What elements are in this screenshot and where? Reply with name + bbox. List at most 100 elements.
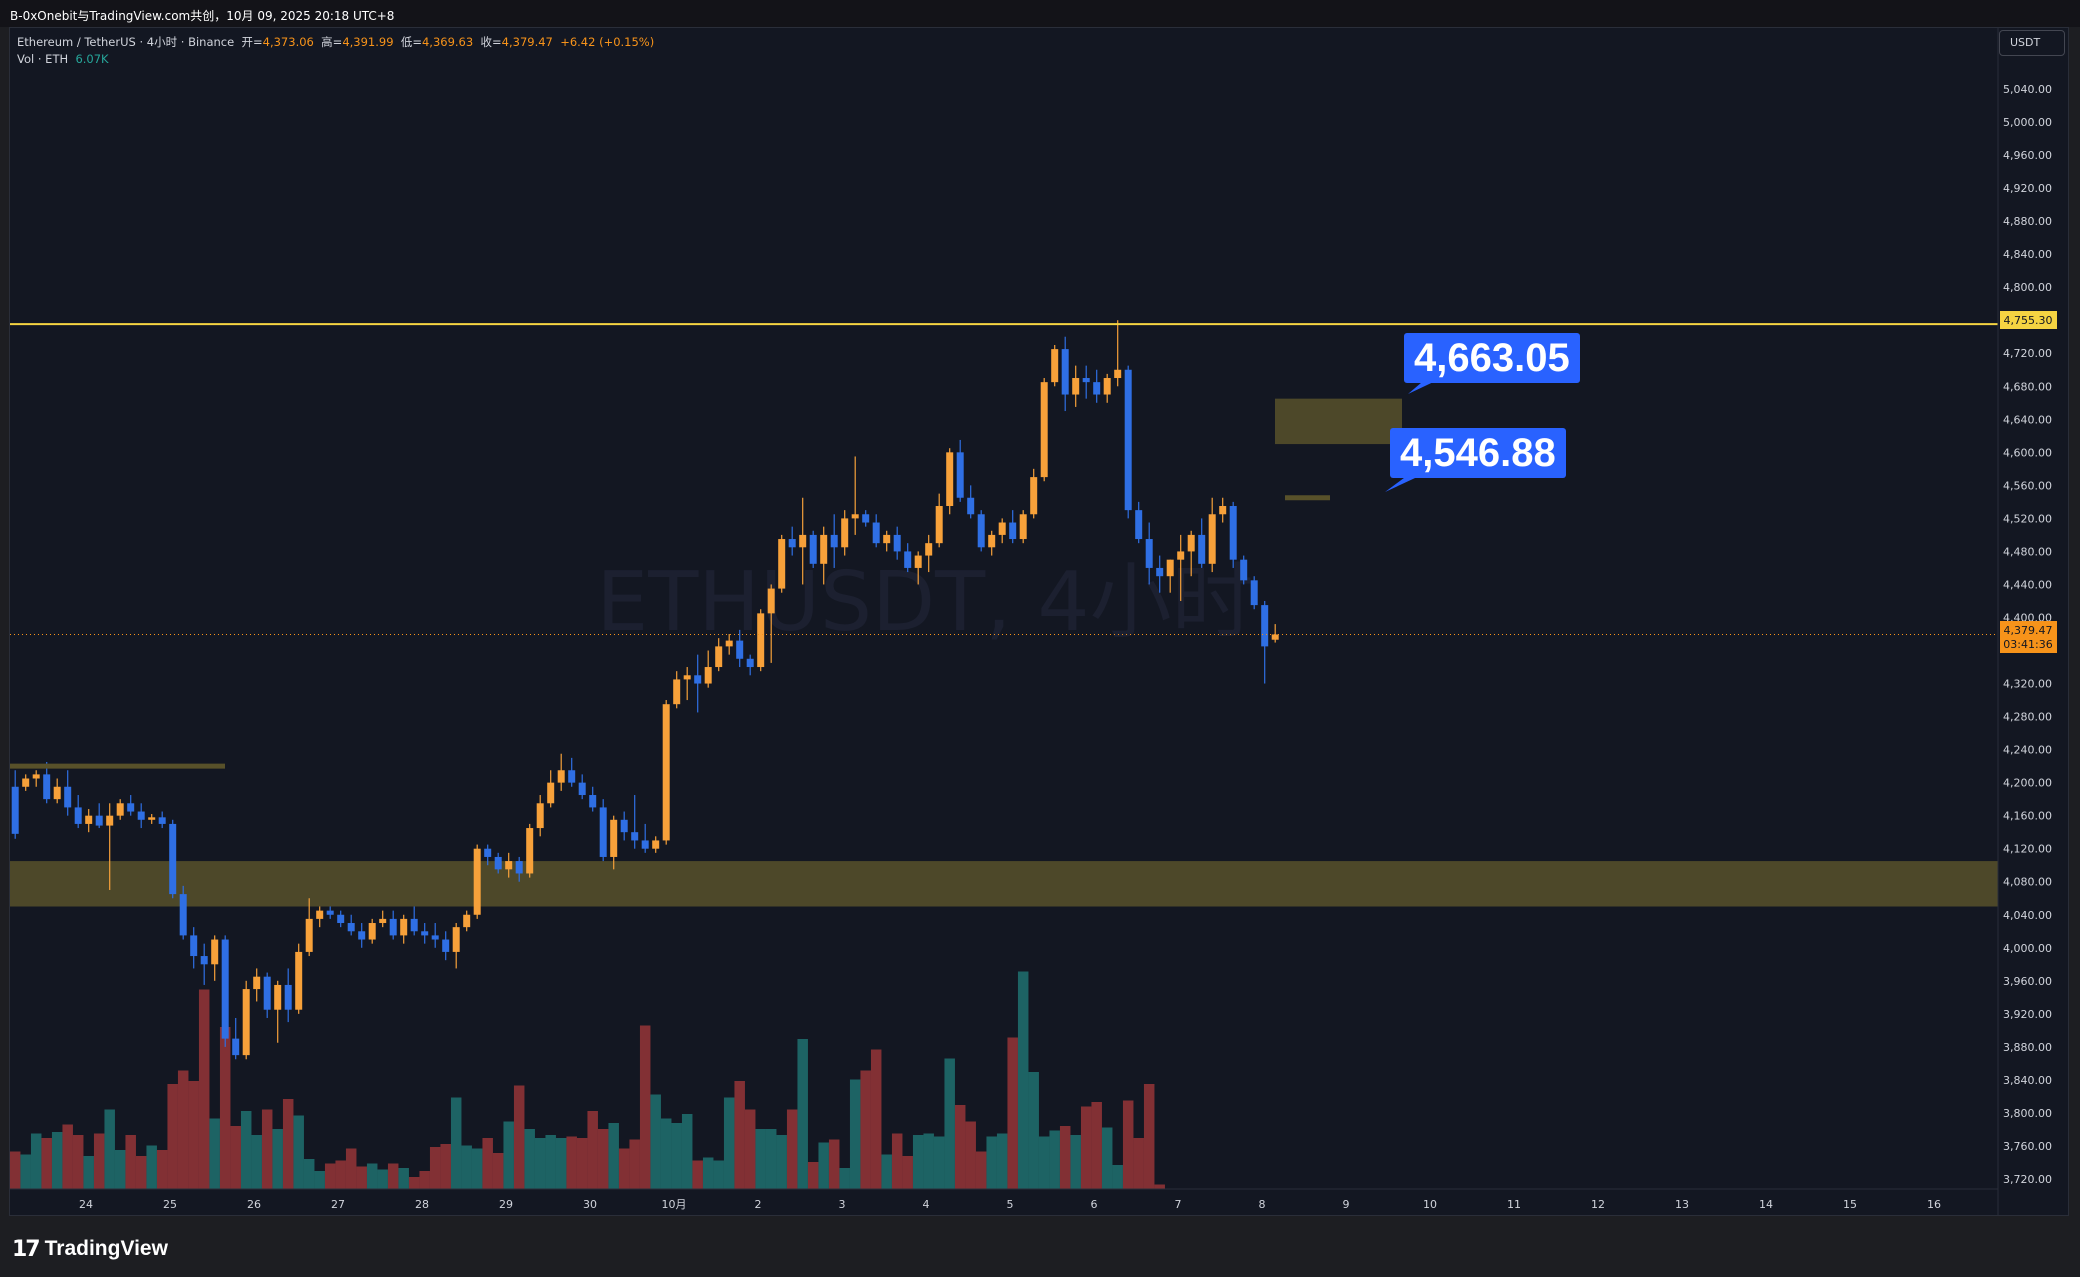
brand-name: TradingView [44, 1237, 168, 1260]
candle [305, 898, 313, 957]
candle [116, 799, 124, 820]
countdown-text: 03:41:36 [2003, 638, 2052, 651]
candle-body [211, 939, 219, 965]
current-price-text: 4,379.47 [2004, 624, 2053, 637]
volume-bar [261, 1109, 273, 1189]
volume-bar [198, 989, 210, 1189]
candle [610, 815, 618, 870]
candle-body [935, 506, 943, 544]
candle-body [22, 778, 30, 787]
candle-body [1229, 506, 1237, 560]
candle [1187, 530, 1195, 577]
price-tick-label: 3,920.00 [2003, 1008, 2052, 1021]
volume-bar [1059, 1126, 1071, 1189]
candle-body [1166, 559, 1174, 577]
price-tick-label: 4,120.00 [2003, 843, 2052, 856]
candle-body [778, 539, 786, 589]
candle [694, 654, 702, 713]
candle-body [463, 914, 471, 928]
candle [1229, 501, 1237, 568]
volume-bar [1154, 1184, 1165, 1189]
candle-body [1051, 349, 1059, 383]
candle [1072, 365, 1080, 407]
volume-bar [1101, 1127, 1113, 1189]
time-tick-label: 16 [1927, 1198, 1941, 1211]
price-tick-label: 5,000.00 [2003, 116, 2052, 129]
candle-body [11, 786, 19, 834]
candle-body [1208, 514, 1216, 564]
chart-frame[interactable] [9, 27, 2069, 1216]
volume-bar [797, 1039, 808, 1189]
candle [568, 757, 576, 787]
candle-body [148, 817, 156, 820]
candle-body [473, 848, 481, 915]
volume-bar [209, 1118, 220, 1189]
candle-body [410, 918, 418, 932]
candle [11, 770, 19, 839]
price-callout-2[interactable]: 4,546.88 [1390, 428, 1566, 478]
price-tick-label: 4,240.00 [2003, 744, 2052, 757]
price-tick-label: 4,040.00 [2003, 909, 2052, 922]
candle [872, 514, 880, 548]
candle [1156, 555, 1164, 593]
candle-body [830, 534, 838, 548]
time-tick-label: 27 [331, 1198, 345, 1211]
candle-body [263, 976, 271, 1010]
candle-body [43, 774, 51, 800]
volume-bar [345, 1148, 357, 1189]
candle [925, 534, 933, 573]
volume-bar [314, 1171, 325, 1189]
candle [998, 518, 1006, 544]
volume-bar [513, 1085, 525, 1189]
price-axis[interactable]: 5,040.00 5,000.00 4,960.00 4,920.00 4,880.00… [2003, 83, 2052, 1186]
volume-bar [996, 1133, 1008, 1189]
volume-bar [1038, 1136, 1050, 1189]
candle-body [326, 910, 334, 915]
candle [977, 510, 985, 552]
chart-legend: Ethereum / TetherUS · 4小时 · Binance 开=4,… [17, 34, 654, 68]
volume-bar [41, 1138, 52, 1189]
candle-body [1030, 477, 1038, 515]
candle-body [53, 786, 61, 800]
volume-bar [219, 1027, 231, 1189]
top-bar: B-0xOnebit与TradingView.com共创，10月 09, 202… [0, 0, 2080, 27]
time-tick-label: 10 [1423, 1198, 1437, 1211]
candle [22, 774, 30, 791]
time-tick-label: 13 [1675, 1198, 1689, 1211]
supply-demand-zones [10, 398, 1998, 907]
candle [830, 514, 838, 568]
candle [242, 980, 250, 1060]
candle-body [1261, 605, 1269, 647]
candle-body [610, 819, 618, 857]
candle-body [946, 452, 954, 507]
candle [935, 493, 943, 548]
candle-body [1072, 378, 1080, 395]
candle [295, 943, 303, 1014]
volume-bar [293, 1115, 304, 1189]
candle-body [872, 522, 880, 544]
currency-button[interactable]: USDT [1999, 30, 2065, 56]
candle-body [568, 770, 576, 783]
volume-bar [818, 1142, 829, 1189]
time-tick-label: 10月 [662, 1198, 687, 1211]
volume-bar [356, 1166, 367, 1189]
candle [400, 914, 408, 944]
time-axis[interactable]: 24 25 26 27 28 29 30 10月 2 3 4 5 6 7 8 9 10 11 12 13 14 15 16 [79, 1198, 1941, 1211]
candle [494, 852, 502, 874]
candle [893, 526, 901, 560]
high-label: 高= [321, 35, 343, 49]
volume-bar [881, 1154, 892, 1189]
candle [715, 638, 723, 672]
price-callout-1[interactable]: 4,663.05 [1404, 333, 1580, 383]
volume-bar [839, 1168, 850, 1189]
candle [421, 923, 429, 944]
candle-body [820, 534, 828, 564]
footer-brand[interactable]: 17 TradingView [12, 1234, 168, 1264]
candle [536, 795, 544, 837]
volume-bar [713, 1160, 724, 1189]
volume-bar [240, 1111, 252, 1189]
volume-bar [545, 1135, 556, 1189]
candle-body [1250, 580, 1258, 606]
volume-bar [534, 1138, 546, 1189]
